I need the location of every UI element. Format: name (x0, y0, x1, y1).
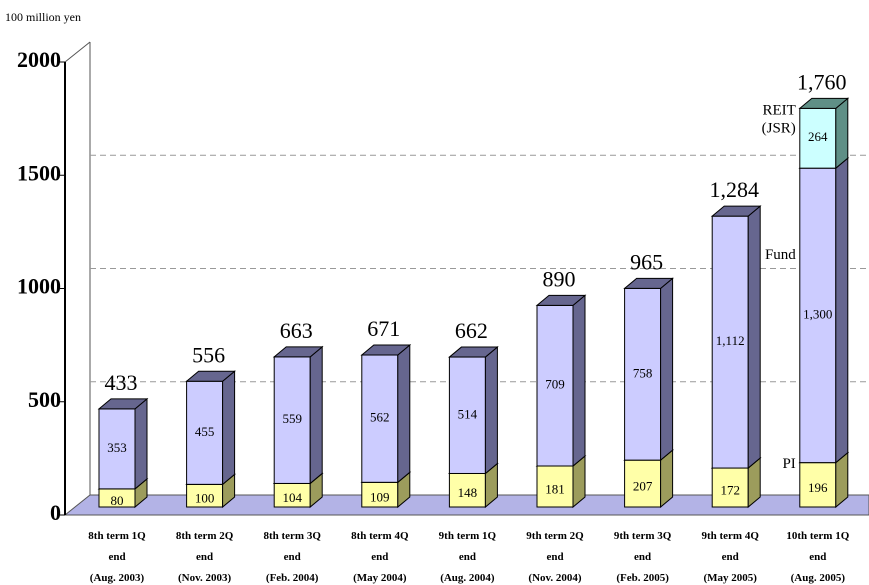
x-tick-label: 8th term 3Q end (Feb. 2004) (263, 530, 321, 584)
bar-front (624, 459, 662, 508)
y-tick-label: 500 (28, 387, 61, 412)
segment-label: 353 (107, 440, 127, 455)
y-tick-label: 2000 (17, 47, 61, 72)
total-label: 556 (192, 342, 225, 367)
bar-front (536, 304, 574, 467)
bar-front (361, 354, 399, 483)
bar-side (572, 294, 586, 468)
segment-label: 148 (458, 485, 478, 500)
bar-side (397, 343, 411, 484)
series-label: Fund (765, 247, 796, 263)
bar-top (360, 344, 412, 356)
bar-top (272, 346, 324, 358)
total-label: 1,284 (709, 177, 759, 202)
bar-top (535, 294, 587, 306)
bar-top (448, 346, 499, 358)
total-label: 965 (630, 249, 663, 274)
bar-segment (185, 370, 236, 486)
bar-front (361, 481, 399, 508)
bar-segment (97, 397, 149, 490)
bar-side (835, 157, 849, 464)
x-tick-label: 9th term 2Q end (Nov. 2004) (526, 530, 584, 584)
bar-segment (623, 277, 674, 462)
y-tick-label: 1000 (17, 274, 61, 299)
total-label: 671 (367, 316, 400, 341)
bar-side (222, 370, 236, 486)
bar-side (484, 345, 498, 475)
segment-label: 514 (458, 406, 478, 421)
bar-segment (448, 345, 499, 475)
total-label: 890 (543, 266, 576, 291)
bar-segment (798, 97, 850, 170)
bar-front (799, 167, 837, 464)
segment-label: 264 (808, 129, 828, 144)
series-label: REIT (JSR) (762, 103, 796, 137)
x-tick-label: 8th term 2Q end (Nov. 2003) (176, 530, 234, 584)
segment-label: 559 (282, 411, 302, 426)
bar-front (273, 356, 311, 484)
segment-label: 1,300 (803, 306, 832, 321)
bar-segment (535, 294, 587, 468)
x-tick-label: 8th term 1Q end (Aug. 2003) (88, 530, 146, 584)
x-tick-label: 10th term 1Q end (Aug. 2005) (786, 530, 849, 584)
segment-label: 207 (633, 479, 653, 494)
bar-side (309, 345, 323, 485)
y-tick-label: 1500 (17, 160, 61, 185)
y-tick-label: 0 (50, 500, 61, 525)
bar-top (185, 370, 236, 382)
x-tick-label: 8th term 4Q end (May 2004) (351, 530, 409, 584)
bar-top (710, 205, 762, 217)
segment-label: 181 (545, 481, 565, 496)
bar-segment (272, 345, 324, 485)
total-label: 663 (280, 318, 313, 343)
segment-label: 172 (720, 483, 740, 498)
bar-front (448, 472, 486, 508)
segment-label: 80 (111, 493, 124, 508)
segment-label: 562 (370, 410, 390, 425)
segment-label: 758 (633, 365, 653, 380)
total-label: 1,760 (797, 69, 847, 94)
segment-label: 196 (808, 480, 828, 495)
segment-label: 109 (370, 490, 390, 505)
bar-front (98, 408, 136, 490)
bar-top (798, 97, 850, 109)
bar-segment (360, 343, 412, 484)
segment-label: 455 (195, 424, 215, 439)
total-label: 433 (105, 370, 138, 395)
bar-front (536, 465, 574, 508)
wall-edge (64, 41, 91, 63)
segment-label: 100 (195, 491, 215, 506)
bar-side (747, 205, 761, 470)
bar-top (623, 277, 674, 289)
bar-side (660, 277, 674, 462)
x-tick-label: 9th term 4Q end (May 2005) (701, 530, 759, 584)
x-tick-label: 9th term 3Q end (Feb. 2005) (614, 530, 672, 584)
segment-label: 104 (282, 490, 302, 505)
bar-front (711, 215, 749, 469)
y-axis-label: 100 million yen (5, 10, 81, 24)
total-label: 662 (455, 318, 488, 343)
bar-segment (710, 205, 762, 470)
segment-label: 709 (545, 377, 565, 392)
segment-label: 1,112 (716, 333, 745, 348)
x-tick-label: 9th term 1Q end (Aug. 2004) (439, 530, 497, 584)
bar-front (448, 356, 486, 474)
series-label: PI (782, 456, 795, 472)
bar-side (134, 397, 148, 490)
bar-side (835, 97, 849, 170)
bar-top (97, 398, 149, 410)
